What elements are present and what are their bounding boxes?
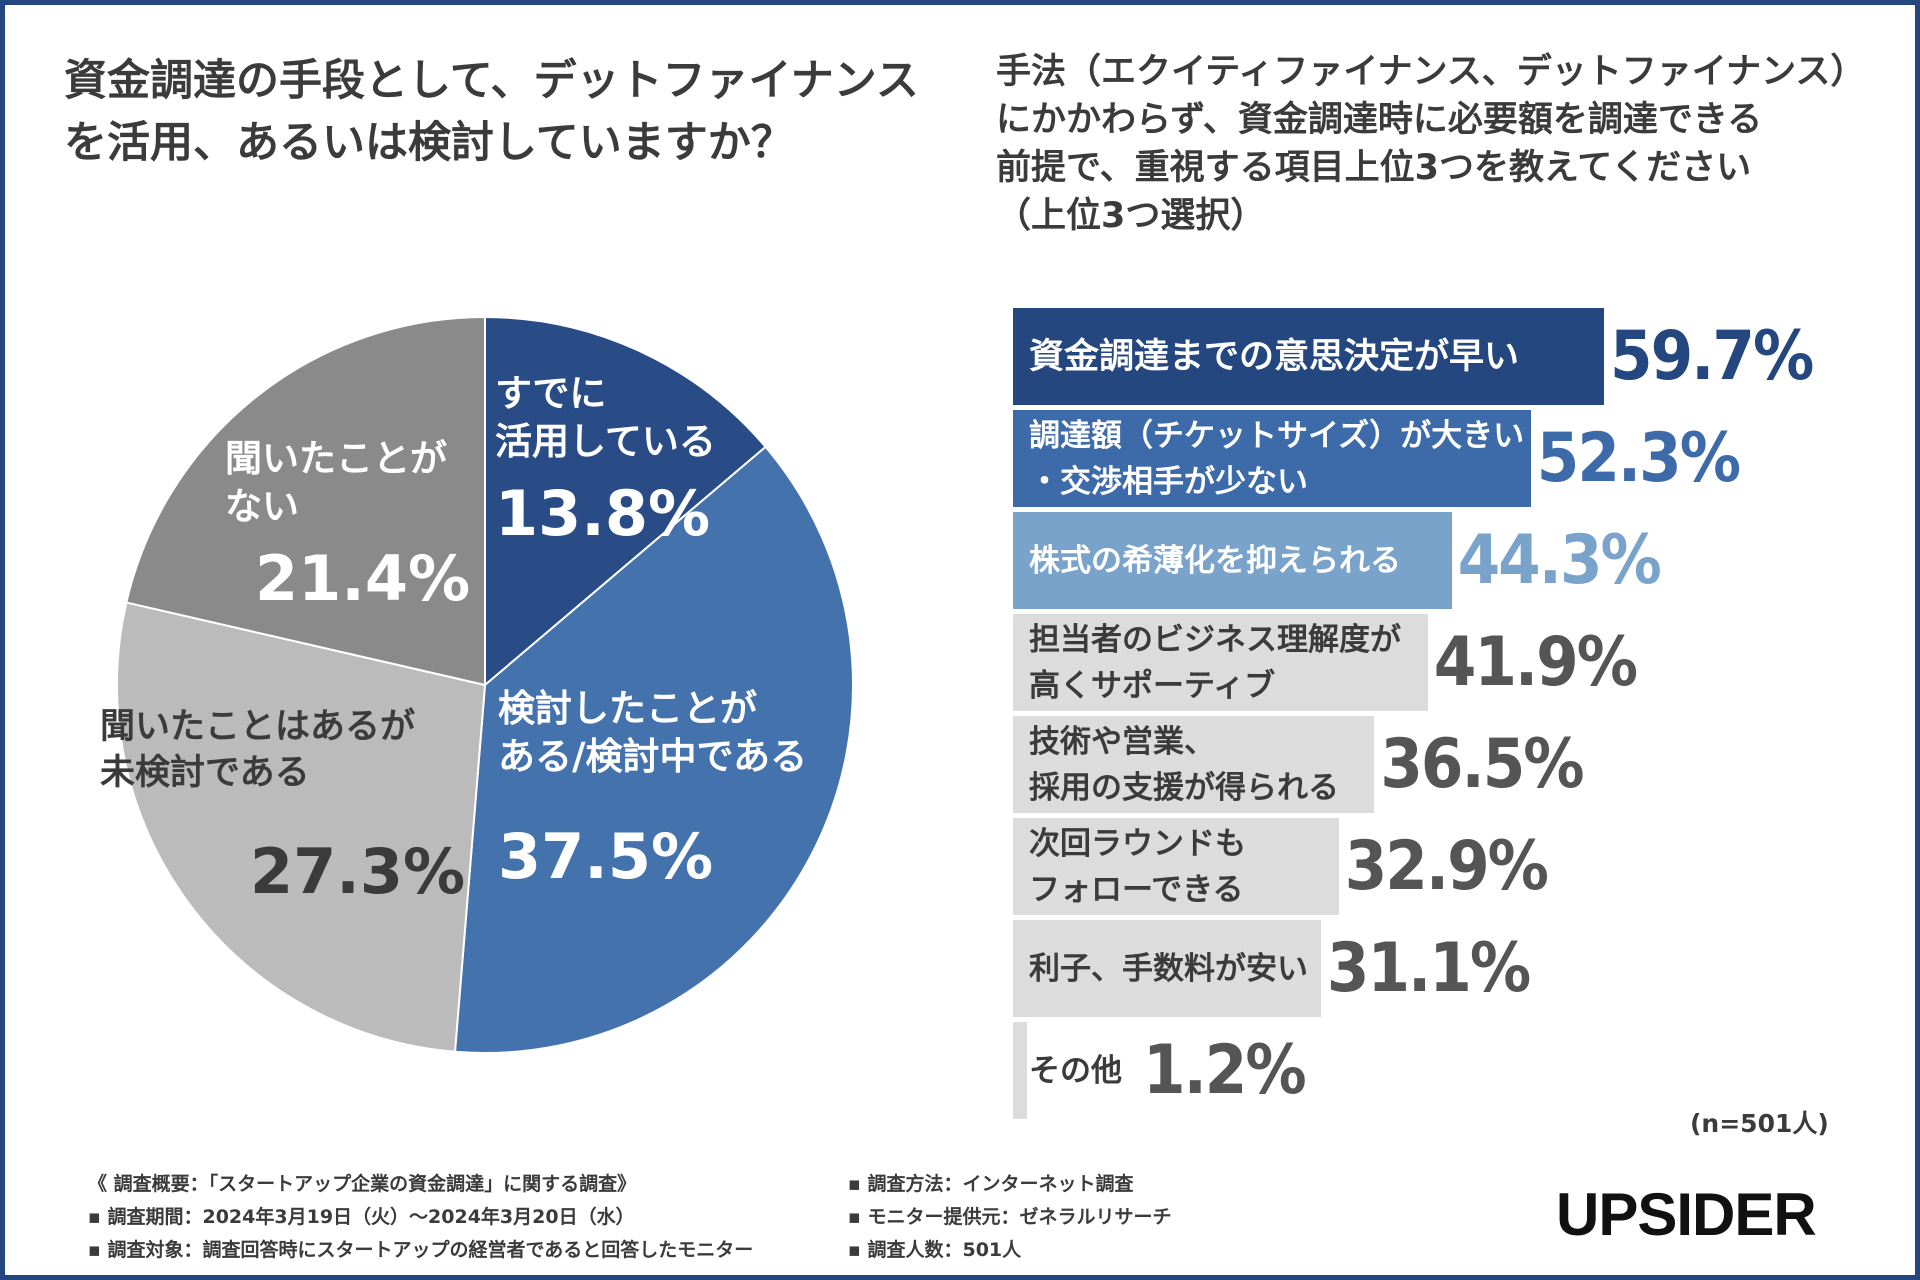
pie-title-line: を活用、あるいは検討していますか？	[64, 118, 794, 168]
pie-slice	[484, 315, 767, 688]
pie-title-line: 資金調達の手段として、デットファイナンス	[64, 56, 919, 106]
pie-label-text: 聞いたことが	[225, 437, 447, 480]
footer-survey-overview: 《 調査概要：「スタートアップ企業の資金調達」に関する調査》 ▪ 調査期間：20…	[88, 1168, 753, 1267]
pie-label-text: ある/検討中である	[498, 735, 808, 779]
bar-value-label: 59.7%	[1610, 317, 1814, 396]
footer-line: ▪ 調査方法：インターネット調査	[848, 1173, 1134, 1195]
bar-label-text: 採用の支援が得られる	[1029, 769, 1339, 806]
bar-value-label: 41.9%	[1433, 623, 1638, 702]
pie-label-text: すでに	[495, 372, 607, 415]
bar-label-text: 調達額（チケットサイズ）が大きい	[1029, 417, 1525, 454]
pie-slice-value: 27.3%	[250, 835, 466, 908]
bar-label-text: 資金調達までの意思決定が早い	[1029, 336, 1520, 377]
bar-chart-title: 手法（エクイティファイナンス、デットファイナンス） にかかわらず、資金調達時に必…	[996, 48, 1896, 240]
bar-title-line: にかかわらず、資金調達時に必要額を調達できる	[996, 100, 1763, 140]
bar-label-text: 高くサポーティブ	[1029, 667, 1276, 704]
bar-title-line: （上位3つ選択）	[996, 196, 1266, 236]
bar-value-label: 52.3%	[1536, 419, 1741, 498]
pie-label-text: 検討したことが	[498, 687, 757, 730]
bar-label-text: 次回ラウンドも	[1029, 825, 1246, 862]
pie-slice-label: 検討したことがある/検討中である 37.5%	[498, 685, 807, 892]
bar-label-text: 担当者のビジネス理解度が	[1029, 621, 1401, 658]
bar-title-line: 前提で、重視する項目上位3つを教えてください	[996, 148, 1752, 188]
bar-value-label: 31.1%	[1326, 929, 1531, 1008]
pie-label-text: 活用している	[495, 420, 716, 464]
pie-slice	[125, 315, 486, 687]
pie-label-text: ない	[225, 485, 299, 529]
bar: 担当者のビジネス理解度が 高くサポーティブ	[1013, 614, 1428, 711]
bar-label: その他	[1029, 1022, 1122, 1119]
bar-title-line: 手法（エクイティファイナンス、デットファイナンス）	[996, 52, 1866, 92]
bar-label-text: フォローできる	[1029, 871, 1244, 908]
bar: 次回ラウンドも フォローできる	[1013, 818, 1339, 915]
bar: 資金調達までの意思決定が早い	[1013, 308, 1605, 405]
footer-line: ▪ 調査期間：2024年3月19日（火）〜2024年3月20日（水）	[88, 1206, 635, 1228]
pie-slice-value: 37.5%	[498, 820, 714, 894]
pie-slice-label: 聞いたことが ない 21.4%	[225, 435, 470, 614]
bar-label-text: ・交渉相手が少ない	[1029, 463, 1308, 500]
bar	[1013, 1022, 1027, 1119]
pie-slice-label: 聞いたことはあるが 未検討である 27.3%	[100, 705, 465, 907]
footer-line: ▪ モニター提供元：ゼネラルリサーチ	[848, 1206, 1172, 1228]
footer-survey-method: ▪ 調査方法：インターネット調査 ▪ モニター提供元：ゼネラルリサーチ ▪ 調査…	[848, 1168, 1172, 1267]
footer-line: 《 調査概要：「スタートアップ企業の資金調達」に関する調査》	[88, 1173, 637, 1195]
bar-value-label: 32.9%	[1344, 827, 1549, 906]
sample-size-label: (n=501人)	[1690, 1109, 1829, 1138]
pie-label-text: 未検討である	[100, 752, 310, 793]
pie-slice	[116, 601, 487, 1053]
bar: 株式の希薄化を抑えられる	[1013, 512, 1452, 609]
bar-label-text: 技術や営業、	[1029, 723, 1215, 760]
pie-slice-value: 13.8%	[495, 477, 711, 551]
bar: 利子、手数料が安い	[1013, 920, 1321, 1017]
pie-label-text: 聞いたことはあるが	[100, 707, 416, 747]
pie-chart-title: 資金調達の手段として、デットファイナンス を活用、あるいは検討していますか？	[64, 50, 964, 174]
bar-value-label: 44.3%	[1457, 521, 1662, 600]
bar-label-text: 利子、手数料が安い	[1029, 950, 1308, 987]
bar-label-text: 株式の希薄化を抑えられる	[1029, 542, 1401, 579]
bar-value-label: 1.2%	[1143, 1031, 1307, 1110]
pie-slice	[453, 445, 854, 1054]
footer-line: ▪ 調査人数：501人	[848, 1239, 1022, 1261]
footer-line: ▪ 調査対象：調査回答時にスタートアップの経営者であると回答したモニター	[88, 1239, 754, 1261]
bar: 技術や営業、採用の支援が得られる	[1013, 716, 1375, 813]
bar-value-label: 36.5%	[1380, 725, 1584, 804]
pie-slice-value: 21.4%	[255, 542, 471, 616]
upsider-logo: UPSIDER	[1556, 1181, 1817, 1248]
pie-slice-label: すでに活用している 13.8%	[495, 370, 716, 549]
bar: 調達額（チケットサイズ）が大きい ・交渉相手が少ない	[1013, 410, 1531, 507]
bar-label-text: その他	[1029, 1052, 1122, 1089]
